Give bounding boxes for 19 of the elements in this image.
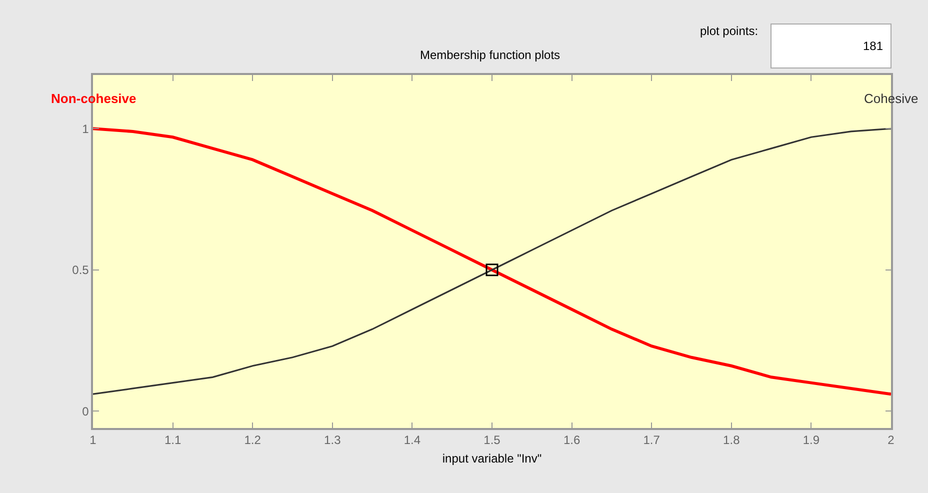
text: 181	[863, 39, 884, 53]
series-label: Non-cohesive	[51, 91, 136, 106]
text: plot points:	[700, 24, 758, 38]
chart-title: Membership function plots	[420, 48, 560, 62]
x-tick-label: 1.8	[723, 433, 740, 448]
x-tick-label: 1.2	[244, 433, 262, 448]
x-tick-label: 1.4	[404, 433, 421, 448]
y-tick-label: 1	[82, 122, 90, 136]
series-label: Cohesive	[864, 91, 918, 106]
x-tick-label: 1.7	[643, 433, 660, 448]
x-tick-label: 1.6	[563, 433, 580, 448]
x-tick-label: 1.3	[324, 433, 342, 448]
y-tick-label: 0	[82, 404, 90, 418]
x-tick-label: 1.1	[164, 433, 182, 448]
x-tick-label: 2	[888, 433, 895, 448]
x-tick-label: 1.9	[802, 433, 820, 448]
x-axis-title: input variable "Inv"	[442, 452, 542, 466]
y-tick-label: 0.5	[72, 263, 90, 278]
x-tick-label: 1.5	[484, 433, 501, 448]
